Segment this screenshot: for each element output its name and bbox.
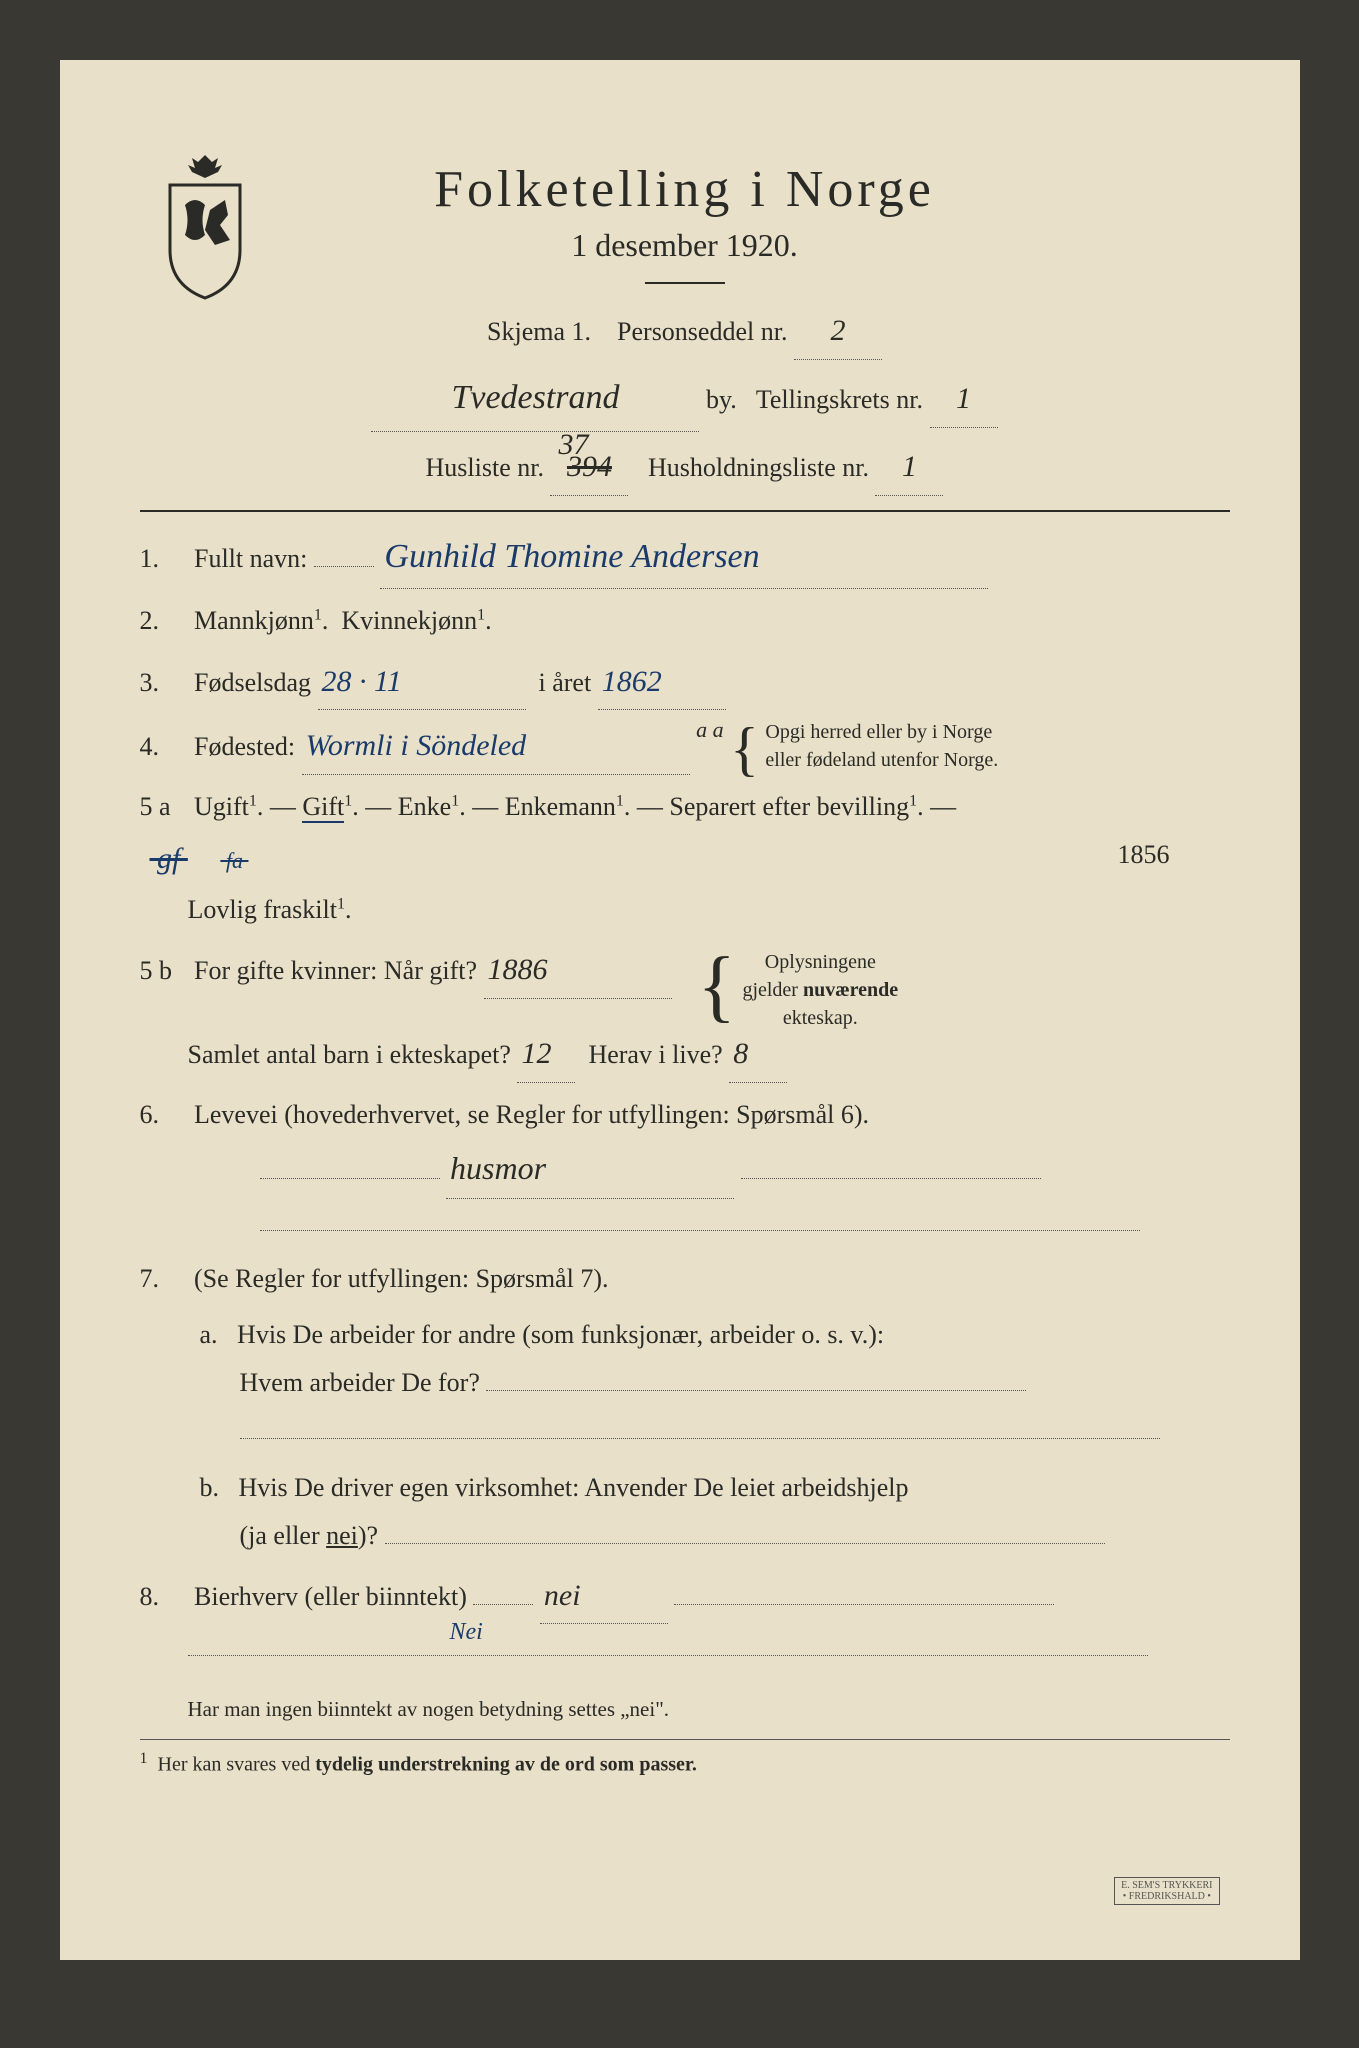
q2-opt-b: Kvinnekjønn bbox=[341, 606, 477, 635]
q3-year: 1862 bbox=[598, 654, 726, 711]
q6-value: husmor bbox=[446, 1139, 734, 1199]
q3-num: 3. bbox=[140, 659, 188, 707]
q5a-row: 5 a Ugift1. — Gift1. — Enke1. — Enkemann… bbox=[140, 783, 1230, 935]
q3-label: Fødselsdag bbox=[194, 668, 311, 697]
q7-row: 7. (Se Regler for utfyllingen: Spørsmål … bbox=[140, 1255, 1230, 1303]
q7b-lead: b. bbox=[200, 1473, 220, 1502]
q5b-label2: Samlet antal barn i ekteskapet? bbox=[188, 1040, 511, 1069]
q4-value: Wormli i Söndeled bbox=[302, 718, 690, 775]
q1-value: Gunhild Thomine Andersen bbox=[380, 526, 988, 590]
rule-1 bbox=[140, 510, 1230, 512]
q6-num: 6. bbox=[140, 1091, 188, 1139]
person-nr-value: 2 bbox=[794, 302, 882, 360]
q3-row: 3. Fødselsdag 28 · 11 i året 1862 bbox=[140, 654, 1230, 711]
q3-mid: i året bbox=[539, 668, 592, 697]
q5b-val2: 12 bbox=[517, 1026, 575, 1083]
q3-day: 28 · 11 bbox=[318, 654, 526, 711]
q4-annotation: a a bbox=[696, 717, 724, 742]
q7a-text2: Hvem arbeider De for? bbox=[240, 1368, 480, 1397]
q5a-margin-year: 1856 bbox=[1118, 831, 1170, 879]
q4-note: Opgi herred eller by i Norge eller fødel… bbox=[765, 718, 998, 774]
stamp-line2: • FREDRIKSHALD • bbox=[1123, 1891, 1211, 1902]
q5b-val1: 1886 bbox=[484, 942, 672, 999]
q8-row: 8. Bierhverv (eller biinntekt) nei Nei bbox=[140, 1568, 1230, 1673]
q7a-lead: a. bbox=[200, 1320, 218, 1349]
meta-row-1: Skjema 1. Personseddel nr. 2 bbox=[140, 302, 1230, 360]
person-label: Personseddel nr. bbox=[617, 317, 787, 346]
q5a-opt6: Lovlig fraskilt bbox=[188, 895, 337, 924]
q8-num: 8. bbox=[140, 1573, 188, 1621]
q5b-note1: Oplysningene bbox=[765, 951, 876, 973]
q7b-text2: (ja eller nei)? bbox=[240, 1521, 379, 1550]
q8-label: Bierhverv (eller biinntekt) bbox=[194, 1582, 467, 1611]
meta-row-2: Tvedestrand by. Tellingskrets nr. 1 bbox=[140, 366, 1230, 432]
q7a-text1: Hvis De arbeider for andre (som funksjon… bbox=[237, 1320, 884, 1349]
q5a-opt4: Enkemann bbox=[505, 792, 616, 821]
q5b-label1: For gifte kvinner: Når gift? bbox=[194, 956, 477, 985]
q5a-opt5: Separert efter bevilling bbox=[669, 792, 909, 821]
q5b-num: 5 b bbox=[140, 947, 188, 995]
q8-note-below: Nei bbox=[450, 1610, 483, 1654]
q5b-note2: gjelder nuværende bbox=[742, 979, 898, 1001]
q4-label: Fødested: bbox=[194, 732, 295, 761]
skjema-label: Skjema 1. bbox=[487, 317, 591, 346]
title-divider bbox=[645, 282, 725, 284]
by-suffix: by. bbox=[706, 385, 737, 414]
form-header: Folketelling i Norge 1 desember 1920. bbox=[140, 160, 1230, 284]
q1-num: 1. bbox=[140, 535, 188, 583]
q8-value: nei bbox=[540, 1568, 668, 1625]
q4-note-2: eller fødeland utenfor Norge. bbox=[765, 749, 998, 771]
form-date: 1 desember 1920. bbox=[140, 227, 1230, 264]
q2-opt-a: Mannkjønn bbox=[194, 606, 314, 635]
q5a-num: 5 a bbox=[140, 783, 188, 831]
q5a-opt1: Ugift bbox=[194, 792, 249, 821]
q4-note-1: Opgi herred eller by i Norge bbox=[765, 721, 992, 743]
q7-num: 7. bbox=[140, 1255, 188, 1303]
q7a-row: a. Hvis De arbeider for andre (som funks… bbox=[200, 1311, 1230, 1455]
meta-row-3: Husliste nr. 394 37 Husholdningsliste nr… bbox=[140, 438, 1230, 496]
q5b-note: Oplysningene gjelder nuværende ekteskap. bbox=[742, 948, 898, 1032]
rule-footnote bbox=[140, 1739, 1230, 1740]
q1-label: Fullt navn: bbox=[194, 544, 307, 573]
coat-of-arms-icon bbox=[150, 150, 260, 300]
footnote: 1 Her kan svares ved tydelig understrekn… bbox=[140, 1750, 1230, 1777]
husliste-nr: 394 37 bbox=[550, 438, 628, 496]
footnote-text: Her kan svares ved tydelig understreknin… bbox=[158, 1754, 697, 1776]
hushold-nr-value: 1 bbox=[875, 438, 943, 496]
q5b-val3: 8 bbox=[729, 1026, 787, 1083]
form-title: Folketelling i Norge bbox=[140, 160, 1230, 219]
q7b-text1: Hvis De driver egen virksomhet: Anvender… bbox=[239, 1473, 909, 1502]
q5b-row: 5 b For gifte kvinner: Når gift? 1886 { … bbox=[140, 942, 1230, 1083]
hushold-label: Husholdningsliste nr. bbox=[648, 453, 869, 482]
q7b-row: b. Hvis De driver egen virksomhet: Anven… bbox=[200, 1464, 1230, 1560]
q4-row: 4. Fødested: Wormli i Söndeled a a { Opg… bbox=[140, 718, 1230, 775]
by-value: Tvedestrand bbox=[371, 366, 699, 432]
q7-label: (Se Regler for utfyllingen: Spørsmål 7). bbox=[194, 1264, 608, 1293]
q6-label: Levevei (hovederhvervet, se Regler for u… bbox=[194, 1100, 869, 1129]
q1-row: 1. Fullt navn: Gunhild Thomine Andersen bbox=[140, 526, 1230, 590]
q5a-opt2: Gift bbox=[302, 792, 344, 823]
q2-num: 2. bbox=[140, 597, 188, 645]
q8-sub: Har man ingen biinntekt av nogen betydni… bbox=[188, 1690, 1230, 1729]
q2-row: 2. Mannkjønn1. Kvinnekjønn1. bbox=[140, 597, 1230, 645]
q5b-note3: ekteskap. bbox=[783, 1007, 858, 1029]
q5a-opt3: Enke bbox=[398, 792, 451, 821]
census-form-page: Folketelling i Norge 1 desember 1920. Sk… bbox=[60, 60, 1300, 1960]
q6-row: 6. Levevei (hovederhvervet, se Regler fo… bbox=[140, 1091, 1230, 1247]
husliste-label: Husliste nr. bbox=[426, 453, 544, 482]
printer-stamp: E. SEM'S TRYKKERI • FREDRIKSHALD • bbox=[1114, 1877, 1219, 1905]
q4-num: 4. bbox=[140, 723, 188, 771]
stamp-line1: E. SEM'S TRYKKERI bbox=[1121, 1880, 1212, 1891]
telling-label: Tellingskrets nr. bbox=[756, 385, 923, 414]
footnote-marker: 1 bbox=[140, 1750, 148, 1767]
husliste-nr-over: 37 bbox=[558, 416, 588, 473]
brace-icon: { bbox=[730, 731, 759, 767]
q5b-label3: Herav i live? bbox=[588, 1040, 722, 1069]
telling-nr-value: 1 bbox=[930, 370, 998, 428]
brace-icon-2: { bbox=[698, 962, 736, 1010]
